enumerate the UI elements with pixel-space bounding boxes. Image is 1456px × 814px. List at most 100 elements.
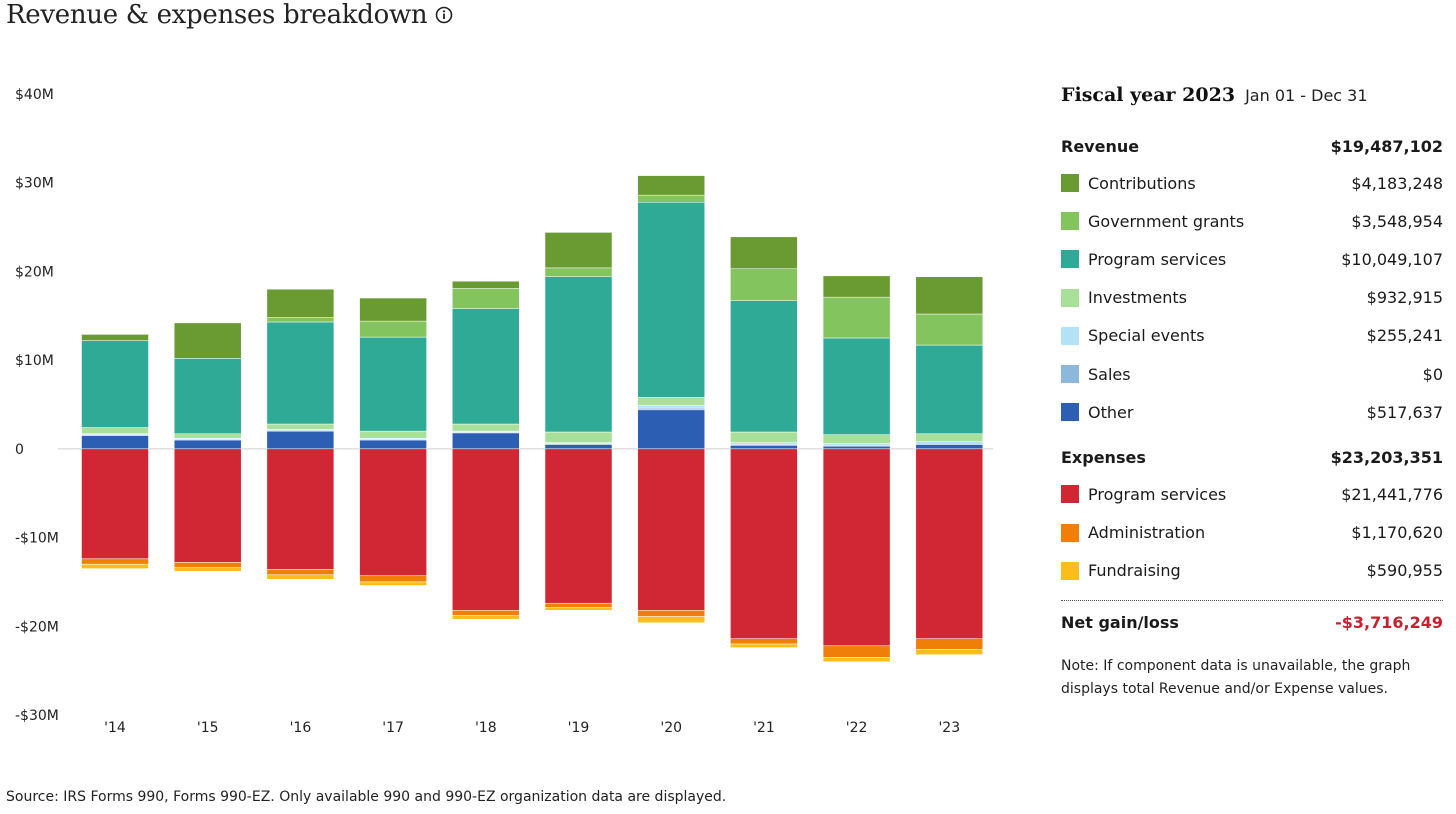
bar-segment[interactable] (452, 615, 520, 620)
bar-segment[interactable] (822, 657, 891, 663)
bar-segment[interactable] (452, 308, 520, 425)
bar-segment[interactable] (359, 430, 427, 439)
revenue-item-value: $255,241 (1366, 326, 1443, 346)
info-icon[interactable] (435, 6, 453, 24)
bar-segment[interactable] (730, 300, 798, 433)
bar-segment[interactable] (730, 236, 798, 270)
bar-segment[interactable] (637, 610, 705, 617)
bar-segment[interactable] (730, 268, 798, 301)
bar-segment[interactable] (544, 267, 613, 278)
bar-segment[interactable] (822, 434, 891, 444)
bar-segment[interactable] (359, 448, 427, 576)
bar-segment[interactable] (637, 175, 705, 196)
bar-segment[interactable] (915, 444, 984, 450)
bar-segment[interactable] (266, 569, 335, 576)
bar-segment[interactable] (822, 275, 891, 298)
bar-segment[interactable] (544, 607, 613, 611)
bar-segment[interactable] (81, 435, 149, 450)
bar-segment[interactable] (730, 431, 798, 443)
bar-segment[interactable] (730, 442, 798, 445)
bar-segment[interactable] (359, 320, 427, 338)
bar-segment[interactable] (915, 448, 984, 639)
bar-segment[interactable] (544, 232, 613, 269)
bar-segment[interactable] (359, 336, 427, 432)
bar-segment[interactable] (915, 344, 984, 435)
bar-segment[interactable] (81, 558, 149, 565)
bar-segment[interactable] (637, 616, 705, 623)
bar-segment[interactable] (266, 430, 335, 450)
bar-segment[interactable] (359, 297, 427, 322)
bar-segment[interactable] (266, 448, 335, 570)
bar-segment[interactable] (173, 433, 242, 439)
bar-segment[interactable] (359, 439, 427, 450)
bar-segment[interactable] (452, 448, 520, 611)
legend-swatch (1061, 485, 1079, 504)
bar-segment[interactable] (637, 201, 705, 398)
bar-segment[interactable] (266, 574, 335, 580)
expense-item-row: Program services $21,441,776 (1061, 475, 1443, 513)
bar-segment[interactable] (915, 649, 984, 655)
bar-segment[interactable] (915, 313, 984, 346)
bar-segment[interactable] (822, 448, 891, 647)
bar-segment[interactable] (359, 581, 427, 586)
bar-segment[interactable] (637, 409, 705, 450)
bar-segment[interactable] (730, 445, 798, 450)
bar-segment[interactable] (544, 602, 613, 608)
bar-segment[interactable] (544, 444, 613, 450)
bar-segment[interactable] (452, 432, 520, 450)
bar-segment[interactable] (637, 448, 705, 611)
bar-segment[interactable] (81, 334, 149, 341)
bar-segment[interactable] (730, 643, 798, 648)
bar-segment[interactable] (637, 407, 705, 411)
expense-legend-list: Program services $21,441,776 Administratio… (1061, 475, 1443, 590)
bar-segment[interactable] (915, 441, 984, 445)
net-value: -$3,716,249 (1335, 613, 1443, 633)
bar-segment[interactable] (266, 423, 335, 430)
bar-segment[interactable] (266, 288, 335, 318)
x-tick-label: '16 (290, 720, 312, 736)
bar-segment[interactable] (915, 433, 984, 443)
y-tick-label: -$10M (15, 531, 59, 547)
bar-segment[interactable] (637, 194, 705, 203)
bar-segment[interactable] (452, 610, 520, 616)
bar-segment[interactable] (173, 562, 242, 568)
bar-segment[interactable] (822, 337, 891, 435)
bar-segment[interactable] (81, 427, 149, 435)
bar-segment[interactable] (266, 321, 335, 425)
bar-segment[interactable] (173, 567, 242, 572)
bar-segment[interactable] (544, 448, 613, 604)
bar-segment[interactable] (544, 276, 613, 433)
bar-segment[interactable] (452, 423, 520, 432)
bar-segment[interactable] (822, 296, 891, 339)
legend-swatch (1061, 288, 1079, 307)
bar-segment[interactable] (822, 645, 891, 658)
bar-segment[interactable] (730, 638, 798, 645)
bar-segment[interactable] (544, 431, 613, 443)
net-gain-loss-row: Net gain/loss -$3,716,249 (1061, 603, 1443, 643)
y-tick-label: $40M (15, 87, 54, 103)
bar-segment[interactable] (173, 358, 242, 435)
bar-segment[interactable] (637, 405, 705, 409)
bar-segment[interactable] (915, 276, 984, 315)
bar-segment[interactable] (81, 563, 149, 569)
bar-segment[interactable] (730, 448, 798, 639)
x-tick-label: '21 (753, 720, 775, 736)
y-tick-label: $20M (15, 264, 54, 280)
revenue-total: $19,487,102 (1330, 136, 1443, 156)
bar-segment[interactable] (359, 575, 427, 583)
bar-segment[interactable] (822, 445, 891, 450)
bar-segment[interactable] (266, 317, 335, 323)
bar-segment[interactable] (81, 340, 149, 428)
bar-segment[interactable] (637, 397, 705, 406)
bar-segment[interactable] (173, 439, 242, 450)
bar-segment[interactable] (452, 280, 520, 289)
bar-segment[interactable] (915, 638, 984, 650)
chart-title: Revenue & expenses breakdown (6, 0, 428, 30)
bar-segment[interactable] (173, 322, 242, 359)
fiscal-year-title: Fiscal year 2023 (1061, 84, 1236, 106)
bar-segment[interactable] (452, 288, 520, 309)
bar-segment[interactable] (81, 448, 149, 560)
bar-segment[interactable] (173, 448, 242, 563)
revenue-item-row: Special events $255,241 (1061, 317, 1443, 355)
bar-segment[interactable] (822, 443, 891, 446)
